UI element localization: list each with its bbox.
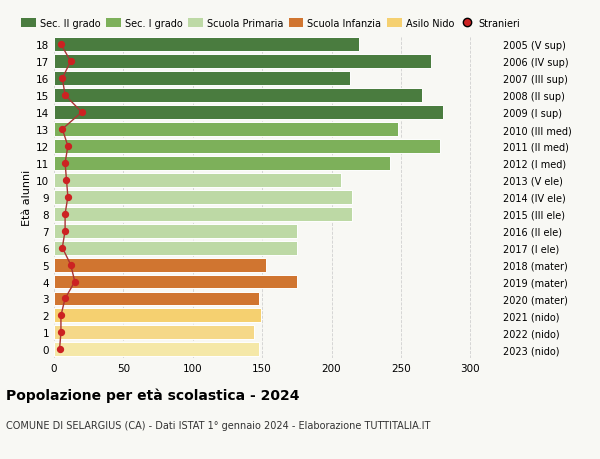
- Bar: [54, 342, 259, 357]
- Point: [66, 261, 76, 269]
- Point: [61, 228, 70, 235]
- Point: [55, 346, 64, 353]
- Bar: [54, 157, 390, 170]
- Bar: [54, 89, 422, 103]
- Point: [56, 41, 66, 49]
- Bar: [54, 292, 259, 306]
- Bar: [54, 241, 297, 255]
- Bar: [54, 72, 350, 86]
- Point: [66, 58, 76, 66]
- Bar: [54, 38, 359, 52]
- Bar: [54, 258, 266, 272]
- Point: [61, 211, 70, 218]
- Text: Popolazione per età scolastica - 2024: Popolazione per età scolastica - 2024: [6, 388, 299, 403]
- Point: [56, 312, 66, 319]
- Point: [61, 295, 70, 302]
- Y-axis label: Età alunni: Età alunni: [22, 169, 32, 225]
- Bar: [54, 309, 261, 323]
- Point: [62, 177, 71, 184]
- Point: [58, 245, 67, 252]
- Bar: [54, 140, 440, 154]
- Bar: [54, 207, 352, 221]
- Bar: [54, 174, 341, 187]
- Point: [63, 194, 73, 201]
- Bar: [54, 224, 297, 238]
- Point: [70, 278, 80, 285]
- Point: [61, 92, 70, 100]
- Bar: [54, 190, 352, 204]
- Bar: [54, 326, 254, 340]
- Bar: [54, 106, 443, 120]
- Point: [63, 143, 73, 150]
- Point: [58, 75, 67, 83]
- Bar: [54, 275, 297, 289]
- Point: [58, 126, 67, 134]
- Text: COMUNE DI SELARGIUS (CA) - Dati ISTAT 1° gennaio 2024 - Elaborazione TUTTITALIA.: COMUNE DI SELARGIUS (CA) - Dati ISTAT 1°…: [6, 420, 430, 430]
- Point: [56, 329, 66, 336]
- Point: [61, 160, 70, 167]
- Point: [77, 109, 86, 117]
- Legend: Sec. II grado, Sec. I grado, Scuola Primaria, Scuola Infanzia, Asilo Nido, Stran: Sec. II grado, Sec. I grado, Scuola Prim…: [21, 19, 520, 28]
- Bar: [54, 123, 398, 137]
- Bar: [54, 55, 431, 69]
